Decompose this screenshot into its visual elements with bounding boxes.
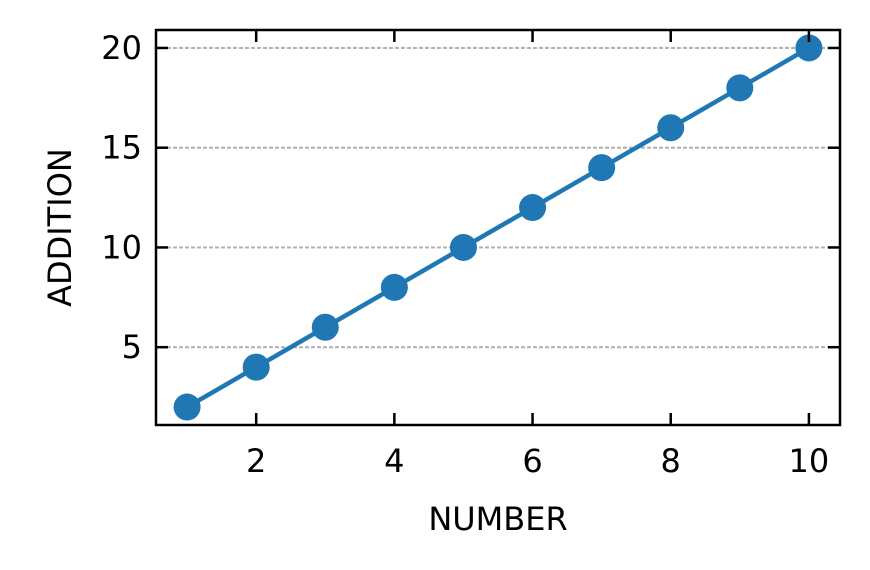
- y-axis-label: ADDITION: [41, 148, 79, 307]
- data-point-6: [519, 194, 547, 222]
- data-point-1: [173, 393, 201, 421]
- x-tick-label-2: 2: [246, 442, 266, 480]
- data-point-2: [242, 353, 270, 381]
- x-tick-label-10: 10: [789, 442, 830, 480]
- series-line-0: [184, 45, 812, 410]
- data-point-3: [311, 313, 339, 341]
- x-tick-label-4: 4: [384, 442, 404, 480]
- y-tick-label-5: 5: [122, 328, 142, 366]
- plot-frame: [154, 28, 842, 427]
- y-tick-label-20: 20: [101, 29, 142, 67]
- series-layer: [173, 34, 823, 421]
- data-point-5: [449, 233, 477, 261]
- data-point-10: [795, 34, 823, 62]
- tick-labels: 2 4 6 8 10 5 10 15 20: [101, 29, 829, 480]
- axis-ticks: [156, 30, 840, 425]
- plot-border: [154, 28, 842, 427]
- data-point-4: [380, 273, 408, 301]
- y-tick-label-10: 10: [101, 228, 142, 266]
- gridlines: [154, 46, 842, 349]
- y-tick-label-15: 15: [101, 129, 142, 167]
- data-point-9: [726, 74, 754, 102]
- data-point-8: [657, 114, 685, 142]
- data-point-7: [588, 154, 616, 182]
- x-tick-label-8: 8: [661, 442, 681, 480]
- x-axis-label: NUMBER: [428, 500, 567, 538]
- x-tick-label-6: 6: [522, 442, 542, 480]
